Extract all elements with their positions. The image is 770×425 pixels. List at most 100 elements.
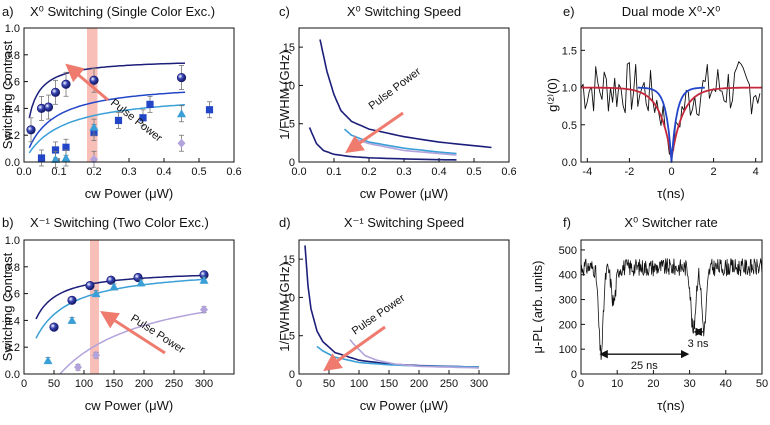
annotation-arrow-d: [323, 325, 386, 372]
chart-title-a: X⁰ Switching (Single Color Exc.): [30, 4, 215, 19]
x-tick-label: 0: [296, 378, 302, 390]
x-tick-label: 300: [470, 378, 488, 390]
x-tick-label: 0.3: [121, 166, 136, 178]
series-line: [35, 278, 205, 339]
series-line: [35, 274, 205, 320]
plot-frame-b: [23, 239, 235, 375]
data-point: [139, 114, 147, 122]
axis-ticks-e: -4 -2 0 2 4 0.0 0.5 1.0 1.5: [562, 45, 759, 178]
data-point: [106, 275, 116, 285]
data-point: [89, 75, 99, 85]
data-point: [43, 102, 54, 112]
y-tick-label: 0.5: [562, 120, 577, 132]
x-tick-label: 0.4: [156, 166, 171, 178]
y-tick-label: 300: [559, 295, 577, 307]
annotation-arrow-c: [345, 111, 404, 154]
y-tick-label: 1.0: [5, 23, 20, 35]
data-point: [74, 362, 82, 372]
y-tick-label: 1.5: [562, 45, 577, 57]
x-tick-label: 250: [165, 378, 183, 390]
series-line: [349, 339, 480, 369]
plot-frame-a: [23, 27, 235, 163]
plot-frame-d: [298, 239, 510, 375]
data-point: [26, 125, 36, 135]
panel-label-c: c): [279, 4, 290, 19]
y-axis-label-f: μ-PL (arb. units): [530, 261, 545, 354]
panel-e: -4 -2 0 2 4 0.0 0.5 1.0 1.5 e) Dual mode X⁰-X⁰ τ…: [545, 4, 763, 201]
chart-title-f: X⁰ Switcher rate: [624, 215, 717, 230]
data-point: [200, 305, 208, 315]
y-axis-label-c: 1/FWHM (GHz): [277, 50, 292, 140]
x-tick-label: 0.0: [291, 166, 306, 178]
y-tick-label: 0: [289, 157, 295, 169]
y-tick-label: 200: [559, 319, 577, 331]
panel-label-f: f): [563, 215, 571, 230]
y-axis-label-b: Switching Contrast: [0, 252, 15, 361]
y-tick-label: 0.8: [5, 262, 20, 274]
x-tick-label: 300: [195, 378, 213, 390]
x-tick-label: 200: [135, 378, 153, 390]
x-tick-label: 2: [711, 166, 717, 178]
panel-d: 0 50 100 150 200 250 300 0 5 10 15 d) X⁻¹ Switchin…: [277, 215, 510, 413]
y-tick-label: 1.0: [562, 83, 577, 95]
series-lines-c: [308, 39, 492, 161]
data-point: [136, 278, 146, 287]
series-lines-e: [580, 61, 762, 163]
y-tick-label: 0.0: [5, 157, 20, 169]
y-tick-label: 10: [283, 292, 295, 304]
x-tick-label: 0.6: [226, 166, 241, 178]
x-tick-label: 0.5: [191, 166, 206, 178]
x-tick-label: 50: [323, 378, 335, 390]
series-line: [59, 311, 205, 375]
data-point: [109, 282, 119, 291]
data-points-b: [43, 270, 209, 372]
panel-label-e: e): [563, 4, 575, 19]
chart-title-c: X⁰ Switching Speed: [347, 4, 461, 19]
data-point: [199, 275, 209, 284]
highlight-band-b: [90, 240, 99, 374]
fit-curves-b: [35, 274, 205, 375]
data-point: [146, 100, 154, 108]
x-tick-label: 0.3: [396, 166, 411, 178]
annotation-arrow-a: [65, 63, 109, 102]
x-tick-label: 100: [75, 378, 93, 390]
x-tick-label: 0.2: [361, 166, 376, 178]
x-tick-label: 150: [380, 378, 398, 390]
panel-label-d: d): [279, 215, 291, 230]
x-tick-label: -4: [582, 166, 592, 178]
plot-frame-c: [298, 27, 510, 163]
x-tick-label: 30: [683, 378, 695, 390]
axis-ticks-c: 0.0 0.1 0.2 0.3 0.4 0.5 0.6 0 5 10 15: [283, 42, 517, 178]
y-axis-label-d: 1/FWHM (GHz): [277, 262, 292, 352]
interval-annotations-f: 25 ns 3 ns: [599, 327, 709, 372]
y-tick-label: 0.0: [562, 157, 577, 169]
data-point: [61, 153, 71, 162]
data-point: [177, 109, 186, 118]
highlight-band-a: [87, 28, 98, 162]
y-tick-label: 5: [289, 331, 295, 343]
axis-ticks-b: 0 50 100 150 200 250 300 0.0 0.2 0.4 0.6 0.8 1.0: [5, 235, 213, 390]
y-tick-label: 10: [283, 80, 295, 92]
interval-label: 25 ns: [631, 360, 658, 372]
data-point: [91, 289, 101, 298]
series-lines-d: [304, 245, 480, 369]
x-tick-label: 0: [21, 378, 27, 390]
x-tick-label: 40: [720, 378, 732, 390]
x-tick-label: 0.5: [466, 166, 481, 178]
series-line: [343, 128, 457, 155]
chart-title-d: X⁻¹ Switching Speed: [344, 215, 464, 230]
x-tick-label: 0.2: [86, 166, 101, 178]
x-tick-label: 200: [410, 378, 428, 390]
data-point: [67, 295, 77, 305]
axis-ticks-a: 0.0 0.1 0.2 0.3 0.4 0.5 0.6 0.0 0.2 0.4 0.6 0.8 1.0: [5, 23, 242, 178]
data-point: [85, 280, 95, 291]
interval-label: 3 ns: [688, 338, 709, 350]
series-line: [308, 127, 457, 161]
data-point: [89, 122, 99, 131]
x-tick-label: 0: [578, 378, 584, 390]
x-tick-label: 250: [440, 378, 458, 390]
y-tick-label: 15: [283, 42, 295, 54]
chart-title-e: Dual mode X⁰-X⁰: [622, 4, 721, 19]
